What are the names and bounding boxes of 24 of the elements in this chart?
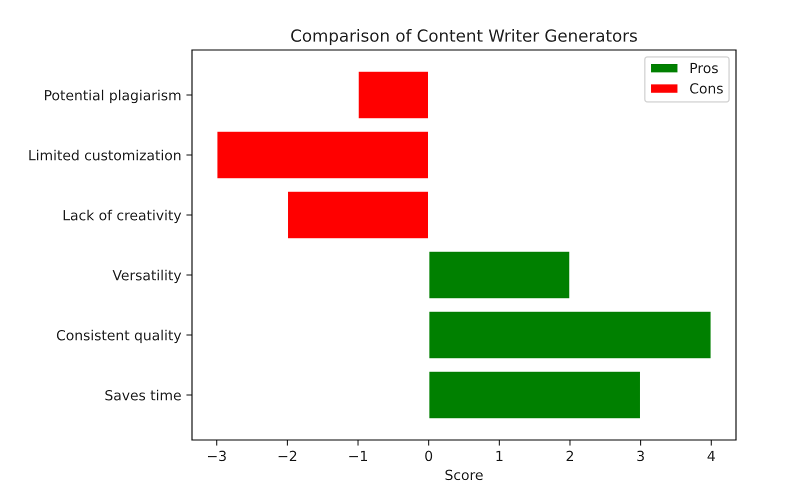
x-tick-label: 4: [708, 450, 715, 461]
bar: [286, 190, 430, 240]
y-tick-label: Limited customization: [29, 150, 180, 160]
y-tick-label: Versatility: [112, 270, 182, 284]
y-tick-label: Potential plagiarism: [44, 90, 180, 104]
x-tick-label: −2: [278, 450, 296, 461]
y-tick-label: Saves time: [105, 390, 181, 400]
legend-label: Cons: [690, 83, 723, 94]
x-tick-label: 3: [637, 450, 644, 462]
y-tick-label: Lack of creativity: [64, 210, 182, 224]
x-tick-label: 0: [425, 450, 432, 462]
x-tick-label: 1: [496, 450, 502, 461]
bar: [216, 130, 430, 180]
bar: [357, 70, 430, 120]
bar: [428, 250, 571, 300]
x-tick-label: −3: [208, 450, 226, 462]
x-tick-label: 2: [566, 450, 573, 461]
legend-label: Pros: [690, 62, 718, 74]
x-tick-label: −1: [349, 450, 367, 461]
bar: [428, 370, 642, 420]
chart-title: Comparison of Content Writer Generators: [291, 29, 637, 46]
x-axis-title: Score: [445, 470, 483, 480]
y-tick-label: Consistent quality: [56, 330, 182, 344]
bar: [428, 310, 712, 360]
